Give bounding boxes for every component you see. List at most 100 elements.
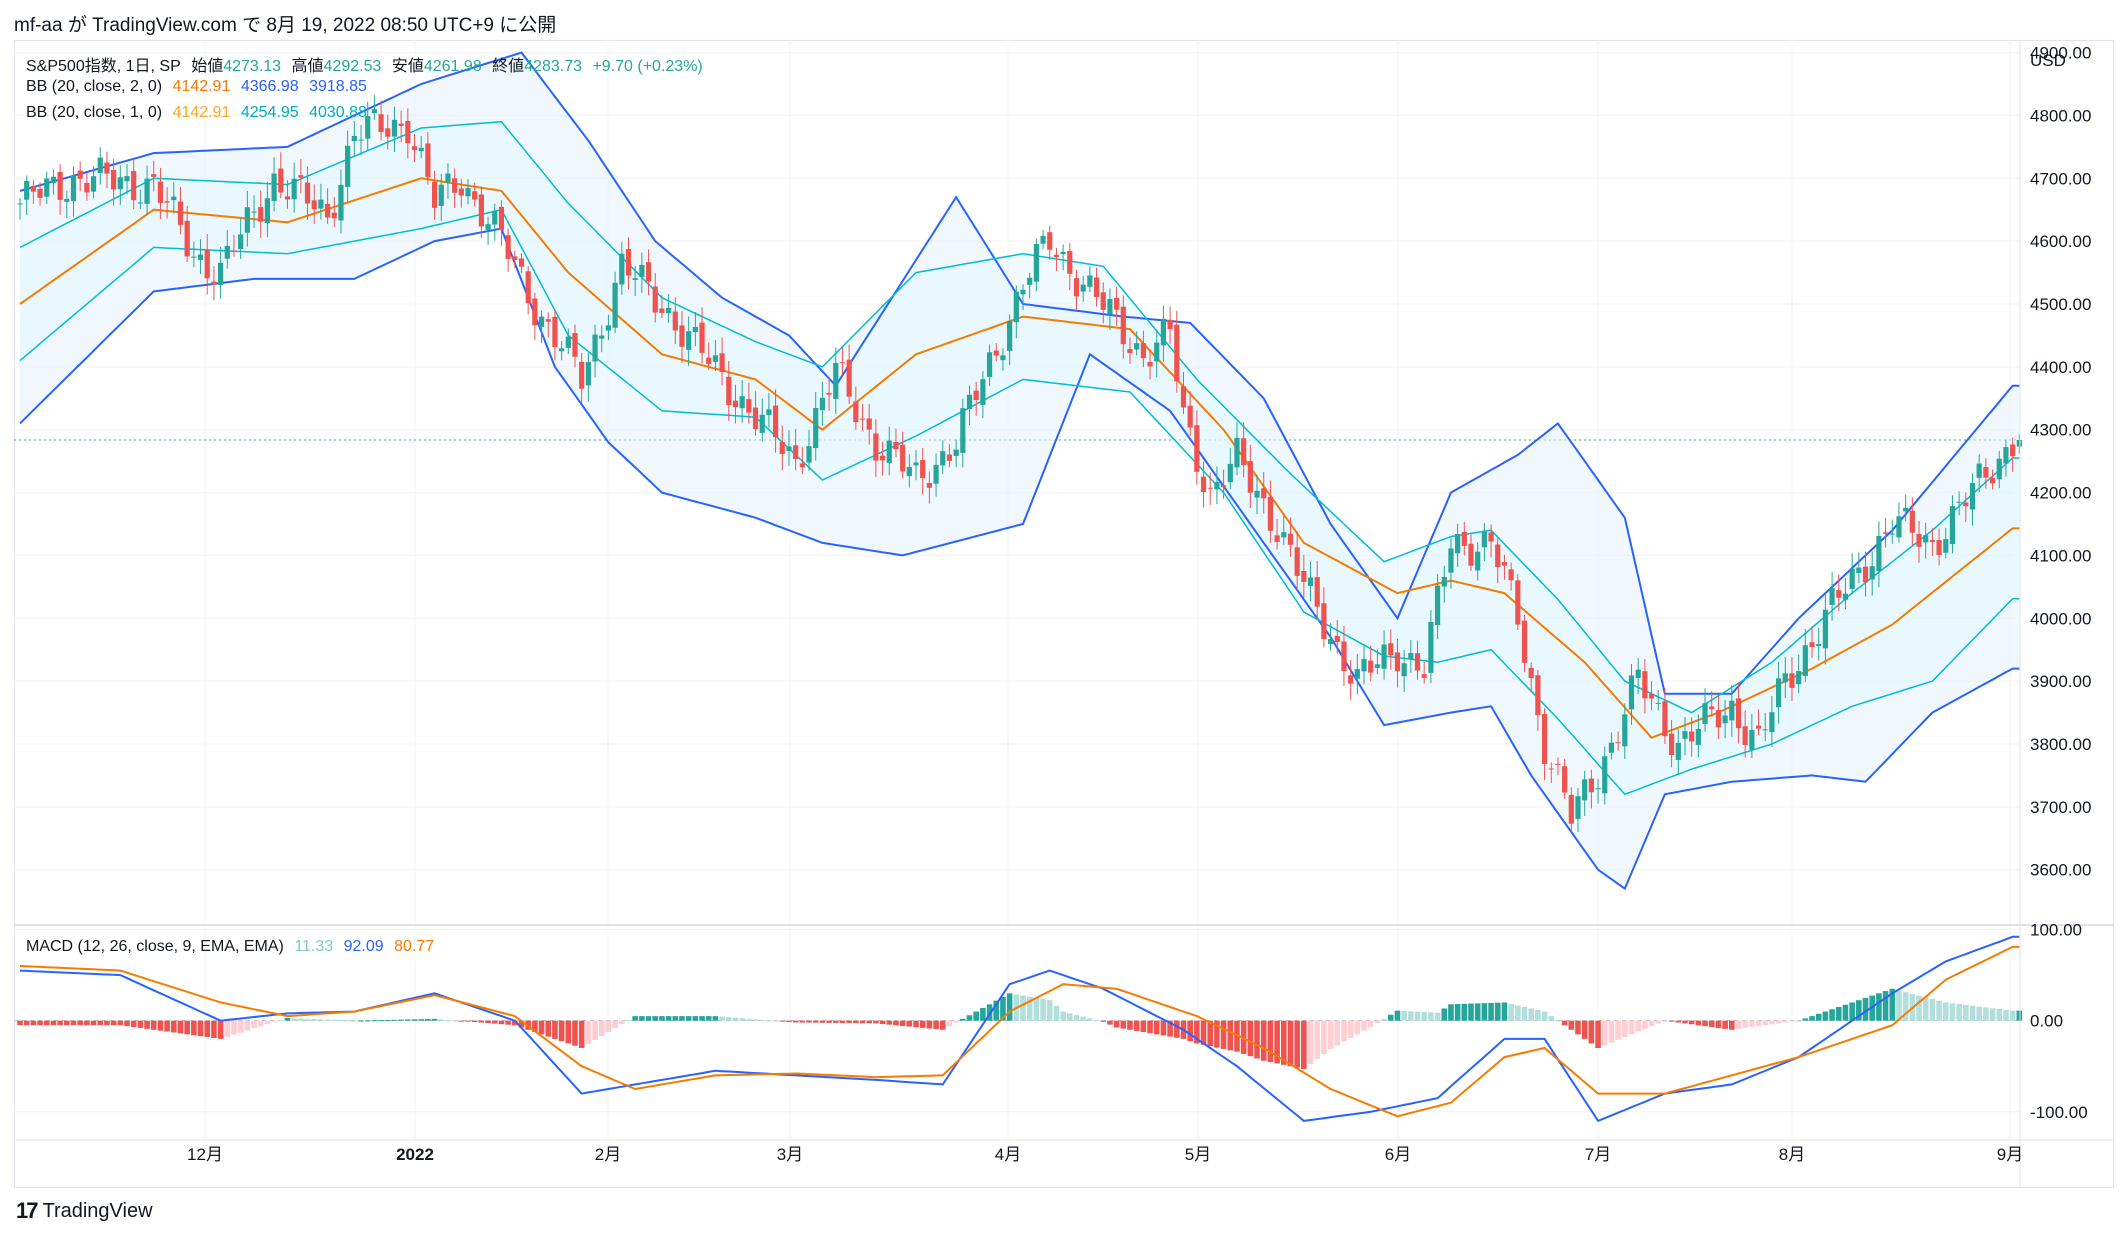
candle-body xyxy=(1889,533,1895,535)
legend-bb1-upper: 4254.95 xyxy=(240,104,299,121)
macd-histogram-bar xyxy=(1749,1020,1755,1028)
macd-histogram-bar xyxy=(538,1020,545,1035)
candle-body xyxy=(659,308,665,313)
candle-body xyxy=(839,362,846,364)
candle-body xyxy=(879,455,886,461)
legend-macd-label: MACD (12, 26, close, 9, EMA, EMA) xyxy=(26,938,284,955)
candle-body xyxy=(1020,289,1026,295)
candle-body xyxy=(1829,588,1835,605)
candle-body xyxy=(111,169,117,190)
candle-body xyxy=(498,206,505,231)
candle-body xyxy=(1702,703,1708,724)
macd-histogram-bar xyxy=(1113,1020,1120,1028)
macd-histogram-bar xyxy=(164,1020,170,1032)
candle-body xyxy=(385,128,391,137)
macd-signal-line xyxy=(19,945,2020,1118)
macd-histogram-bar xyxy=(1795,1020,1802,1022)
candle-body xyxy=(1775,678,1782,708)
candle-body xyxy=(1414,653,1421,671)
candle-body xyxy=(666,307,672,314)
candle-body xyxy=(973,390,979,401)
candle-body xyxy=(686,331,692,350)
macd-histogram-bar xyxy=(277,1020,284,1022)
candle-body xyxy=(264,198,271,224)
candle-body xyxy=(538,316,545,327)
macd-histogram-bar xyxy=(1775,1020,1782,1024)
candle-body xyxy=(1789,673,1795,688)
candle-body xyxy=(1461,531,1467,546)
macd-histogram-bar xyxy=(1862,997,1869,1021)
bb2-upper-line xyxy=(19,51,2020,695)
candle-body xyxy=(1568,794,1574,824)
candle-body xyxy=(1481,531,1487,548)
candle-body xyxy=(1468,543,1474,566)
macd-histogram-bar xyxy=(1428,1012,1434,1021)
macd-histogram-bar xyxy=(1381,1018,1387,1021)
macd-histogram-bar xyxy=(839,1020,846,1024)
macd-histogram-bar xyxy=(1815,1013,1822,1021)
macd-histogram-bar xyxy=(1321,1020,1327,1054)
price-tick-label: 4700.00 xyxy=(2030,169,2091,188)
macd-tick-label: 0.00 xyxy=(2030,1012,2063,1031)
time-tick-label: 9月 xyxy=(1997,1145,2023,1164)
price-tick-label: 3900.00 xyxy=(2030,672,2091,691)
legend-bb2-label: BB (20, close, 2, 0) xyxy=(26,78,163,95)
candle-body xyxy=(592,334,598,362)
macd-histogram-bar xyxy=(1662,1020,1668,1022)
candle-body xyxy=(1722,715,1728,724)
macd-histogram-bar xyxy=(853,1020,859,1024)
candle-body xyxy=(57,172,63,200)
candle-body xyxy=(1114,297,1120,310)
candle-body xyxy=(418,147,424,152)
candle-body xyxy=(699,322,705,353)
candle-body xyxy=(318,199,324,209)
candle-body xyxy=(866,418,872,430)
candle-body xyxy=(131,171,137,201)
macd-histogram-bar xyxy=(1936,1000,1942,1021)
macd-histogram-bar xyxy=(1708,1020,1715,1028)
candle-body xyxy=(1963,502,1969,507)
candle-body xyxy=(104,162,110,174)
candle-body xyxy=(1862,566,1869,583)
candle-body xyxy=(806,446,812,463)
macd-histogram-bar xyxy=(886,1020,893,1025)
legend-open: 4273.13 xyxy=(223,58,282,75)
macd-histogram-bar xyxy=(1882,991,1889,1021)
candle-body xyxy=(1307,577,1314,586)
candle-body xyxy=(1562,766,1568,793)
macd-histogram-bar xyxy=(578,1020,585,1048)
macd-histogram-bar xyxy=(739,1018,745,1021)
macd-histogram-bar xyxy=(1789,1020,1795,1022)
macd-histogram-bar xyxy=(157,1020,164,1031)
candle-body xyxy=(358,139,364,141)
candle-body xyxy=(1334,635,1340,643)
macd-histogram-bar xyxy=(679,1016,685,1021)
candle-body xyxy=(1555,763,1561,765)
macd-histogram-bar xyxy=(1856,1000,1862,1021)
chart-frame xyxy=(14,40,2114,1188)
macd-histogram-bar xyxy=(1461,1003,1468,1021)
candle-body xyxy=(1294,547,1300,576)
macd-histogram-bar xyxy=(431,1018,438,1021)
macd-histogram-bar xyxy=(1087,1018,1093,1021)
candle-body xyxy=(1956,501,1962,503)
tradingview-logo[interactable]: 17 TradingView xyxy=(16,1198,153,1224)
candle-body xyxy=(1809,642,1815,647)
macd-histogram-bar xyxy=(104,1020,110,1026)
candle-body xyxy=(298,175,304,178)
macd-histogram-bar xyxy=(1441,1008,1448,1021)
macd-histogram-bar xyxy=(1207,1020,1214,1047)
candle-body xyxy=(966,394,973,409)
candle-body xyxy=(1682,731,1688,739)
candle-body xyxy=(1642,671,1648,699)
price-tick-label: 4400.00 xyxy=(2030,358,2091,377)
candle-body xyxy=(1575,796,1581,819)
macd-histogram-bar xyxy=(1374,1020,1381,1023)
macd-histogram-bar xyxy=(1648,1020,1655,1027)
price-tick-label: 3700.00 xyxy=(2030,798,2091,817)
candle-body xyxy=(1234,437,1240,468)
candle-body xyxy=(960,408,966,453)
macd-histogram-bar xyxy=(879,1020,886,1025)
candle-body xyxy=(1401,663,1407,677)
